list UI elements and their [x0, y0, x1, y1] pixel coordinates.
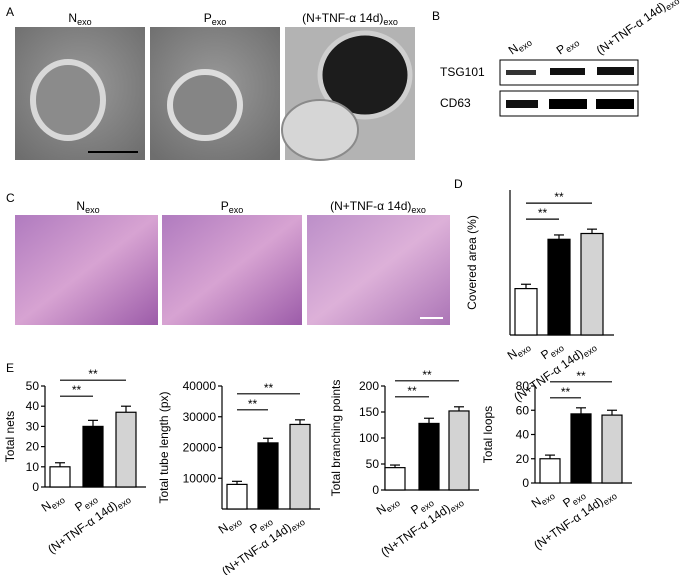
tube-images — [15, 215, 450, 325]
significance-label: ** — [264, 381, 274, 395]
y-tick-label: 150 — [359, 405, 379, 419]
label-main: N — [76, 199, 85, 213]
bar — [601, 414, 623, 484]
label: Pexo — [204, 11, 227, 27]
em-images — [15, 27, 415, 161]
significance-label: ** — [88, 367, 98, 381]
label: Nexo — [506, 33, 534, 59]
y-tick-label: 50 — [26, 379, 40, 393]
significance-label: ** — [554, 190, 564, 204]
label-sub: exo — [383, 17, 398, 27]
significance-label: ** — [407, 384, 417, 398]
y-tick-label: 100 — [359, 431, 379, 445]
label: (N+TNF-α 14d)exo — [302, 11, 398, 27]
blot — [499, 59, 639, 117]
label: (N+TNF-α 14d)exo — [594, 0, 682, 59]
bar — [384, 467, 406, 491]
bar — [49, 466, 71, 488]
bar — [547, 238, 571, 336]
y-tick-label: 20 — [26, 440, 40, 454]
label: Nexo — [68, 11, 91, 27]
y-tick-label: 60 — [516, 403, 530, 417]
y-tick-label: 40000 — [183, 379, 217, 393]
label: Nexo — [529, 486, 557, 512]
label-main: N — [68, 11, 77, 25]
y-axis-label: Total branching points — [329, 380, 343, 497]
bar — [82, 425, 104, 488]
y-axis-label: Total loops — [481, 406, 495, 463]
row-label: TSG101 — [440, 65, 485, 79]
bar — [580, 232, 604, 336]
bar — [514, 288, 538, 336]
bar — [257, 442, 279, 510]
label: (N+TNF-α 14d)exo — [330, 199, 426, 215]
y-tick-label: 0 — [32, 480, 39, 494]
label: Pexo — [554, 33, 582, 59]
significance-label: ** — [422, 368, 432, 382]
label-main: P — [204, 11, 212, 25]
significance-label: ** — [72, 383, 82, 397]
label: Nexo — [505, 338, 533, 364]
label-sub: exo — [85, 205, 100, 215]
bar — [570, 413, 592, 484]
y-tick-label: 0 — [372, 483, 379, 497]
panel-label: B — [432, 9, 440, 23]
bar — [115, 411, 137, 488]
y-tick-label: 200 — [359, 379, 379, 393]
y-tick-label: 30 — [26, 419, 40, 433]
panel-label: E — [6, 361, 14, 375]
y-axis-label: Total tube length (px) — [157, 391, 171, 503]
significance-label: ** — [561, 385, 571, 399]
y-axis-label: Total nets — [3, 411, 17, 462]
label: Nexo — [39, 490, 67, 516]
label-sub: exo — [229, 205, 244, 215]
label: Nexo — [76, 199, 99, 215]
significance-label: ** — [538, 206, 548, 220]
bar — [418, 422, 440, 491]
y-tick-label: 40 — [26, 399, 40, 413]
label-main: (N+TNF-α 14d) — [302, 11, 383, 25]
label: Nexo — [216, 512, 244, 538]
label-sub: exo — [212, 17, 227, 27]
label-main: (N+TNF-α 14d) — [594, 0, 669, 57]
y-tick-label: 20000 — [183, 441, 217, 455]
bar — [539, 458, 561, 484]
label-main: P — [221, 199, 229, 213]
y-tick-label: 40 — [516, 428, 530, 442]
bar — [448, 410, 470, 491]
label-sub: exo — [77, 17, 92, 27]
y-tick-label: 0 — [522, 476, 529, 490]
y-tick-label: 10 — [26, 460, 40, 474]
y-axis-label: Covered area (%) — [465, 215, 479, 310]
panel-label: D — [454, 177, 463, 191]
label: Pexo — [221, 199, 244, 215]
y-tick-label: 50 — [366, 457, 380, 471]
bar — [289, 423, 311, 510]
significance-label: ** — [576, 369, 586, 383]
bar — [226, 483, 248, 510]
y-tick-label: 30000 — [183, 410, 217, 424]
panel-label: A — [6, 5, 14, 19]
y-tick-label: 10000 — [183, 471, 217, 485]
label-sub: exo — [411, 205, 426, 215]
significance-label: ** — [248, 397, 258, 411]
y-tick-label: 20 — [516, 452, 530, 466]
label-main: (N+TNF-α 14d) — [330, 199, 411, 213]
row-label: CD63 — [440, 96, 471, 110]
y-tick-label: 80 — [516, 379, 530, 393]
panel-label: C — [6, 191, 15, 205]
